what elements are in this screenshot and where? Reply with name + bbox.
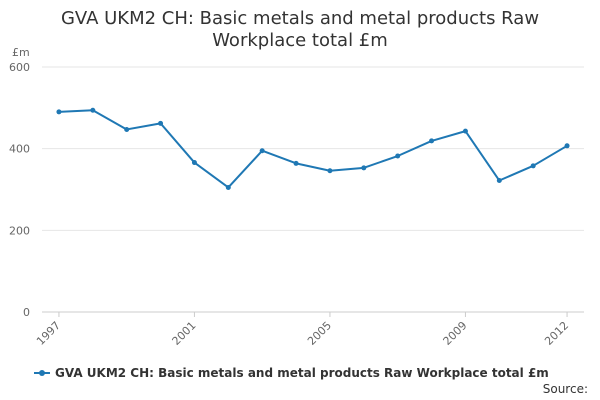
y-tick-label: 600 — [9, 61, 30, 74]
chart-title: GVA UKM2 CH: Basic metals and metal prod… — [0, 8, 600, 52]
y-tick-label: 400 — [9, 143, 30, 156]
x-tick-label: 1997 — [34, 319, 63, 348]
legend-label: GVA UKM2 CH: Basic metals and metal prod… — [55, 366, 549, 380]
data-point[interactable] — [225, 184, 231, 190]
data-point[interactable] — [462, 128, 468, 134]
legend[interactable]: GVA UKM2 CH: Basic metals and metal prod… — [34, 366, 549, 380]
data-point[interactable] — [530, 163, 536, 169]
chart-title-line-1: GVA UKM2 CH: Basic metals and metal prod… — [60, 8, 540, 29]
grid-layer — [42, 66, 584, 313]
data-point[interactable] — [361, 165, 367, 171]
x-tick-label: 2005 — [305, 319, 334, 348]
data-point[interactable] — [259, 148, 265, 154]
x-tick-layer: 1997 2001 2005 2009 2012 — [34, 312, 571, 348]
y-tick-label: 200 — [9, 224, 30, 237]
chart-title-line-2: Workplace total £m — [212, 30, 388, 51]
data-point[interactable] — [395, 153, 401, 159]
data-point[interactable] — [158, 120, 164, 126]
series-line — [58, 109, 568, 189]
y-tick-layer: 0 200 400 600 — [9, 61, 30, 319]
y-unit-label: £m — [12, 46, 30, 59]
data-point[interactable] — [191, 160, 197, 166]
source-label: Source: — [542, 382, 588, 396]
x-tick-label: 2009 — [441, 319, 470, 348]
x-tick-label: 2001 — [170, 319, 199, 348]
data-point[interactable] — [327, 168, 333, 174]
data-point[interactable] — [124, 126, 130, 132]
legend-line-marker-icon — [34, 367, 50, 379]
data-point[interactable] — [564, 143, 570, 149]
y-tick-label: 0 — [23, 306, 30, 319]
series-layer — [56, 107, 570, 190]
data-point[interactable] — [56, 109, 62, 115]
x-tick-label: 2012 — [542, 319, 571, 348]
data-point[interactable] — [90, 107, 96, 113]
data-point[interactable] — [496, 178, 502, 184]
data-point[interactable] — [293, 160, 299, 166]
data-point[interactable] — [429, 138, 435, 144]
